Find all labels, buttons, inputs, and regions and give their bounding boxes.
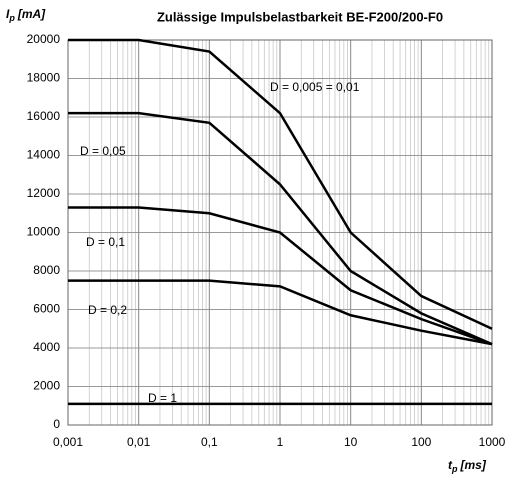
y-tick-label: 12000 [27,186,61,200]
series-label: D = 1 [148,391,177,405]
x-symbol: t [448,458,453,472]
chart-title: Zulässige Impulsbelastbarkeit BE-F200/20… [157,9,443,24]
series-label: D = 0,1 [86,235,125,249]
y-tick-label: 6000 [33,302,60,316]
x-tick-label: 0,001 [53,435,83,449]
x-tick-label: 10 [344,435,358,449]
y-tick-label: 16000 [27,109,61,123]
series-line [68,206,493,346]
x-subscript: p [451,464,458,474]
y-tick-label: 18000 [27,71,61,85]
series-label: D = 0,2 [88,303,127,317]
y-tick-label: 8000 [33,263,60,277]
y-tick-label: 2000 [33,379,60,393]
y-tick-label: 14000 [27,148,61,162]
y-unit: [mA] [17,7,46,21]
y-tick-label: 4000 [33,340,60,354]
x-tick-label: 1 [277,435,284,449]
y-tick-label: 10000 [27,225,61,239]
x-tick-label: 100 [411,435,431,449]
series-line [68,38,493,330]
y-tick-label: 20000 [27,32,61,46]
plot-frame [67,39,493,426]
x-tick-label: 1000 [479,435,506,449]
x-tick-label: 0,01 [127,435,151,449]
series-line [68,111,493,346]
y-subscript: p [8,13,15,23]
x-tick-label: 0,1 [201,435,218,449]
series-label: D = 0,05 [80,144,126,158]
x-axis-label: tp [ms] [448,458,487,474]
y-tick-label: 0 [53,417,60,431]
y-symbol: I [6,7,10,21]
y-axis-label: Ip [mA] [6,7,46,23]
series-label: D = 0,005 = 0,01 [270,80,360,94]
series-line [68,279,493,346]
x-unit: [ms] [460,458,487,472]
